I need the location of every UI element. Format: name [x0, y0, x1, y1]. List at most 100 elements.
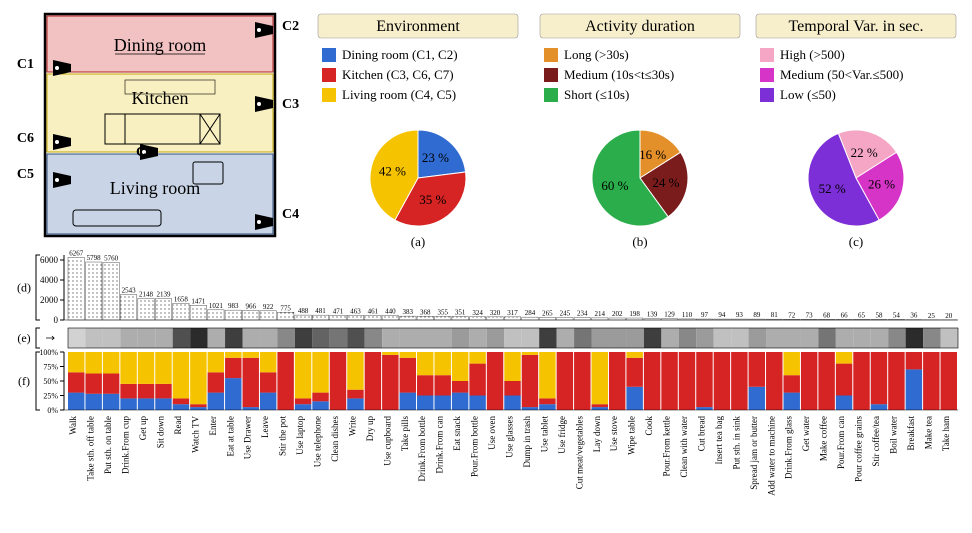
duration-cell [574, 328, 591, 348]
env-bar-segment [853, 352, 869, 410]
category-label: Cut meat/vegetables [574, 416, 584, 490]
env-bar-segment [487, 352, 503, 410]
env-bar-segment [783, 393, 799, 410]
env-bar-segment [260, 372, 276, 392]
env-bar-segment [68, 393, 84, 410]
duration-cell [801, 328, 818, 348]
duration-cell [277, 328, 294, 348]
count-bar-value: 129 [664, 311, 675, 319]
env-bar-segment [941, 352, 957, 410]
count-bar-value: 68 [823, 311, 831, 319]
count-bar [208, 310, 224, 320]
category-label: Use stove [609, 416, 619, 451]
env-bar-segment [312, 401, 328, 410]
duration-cell [208, 328, 225, 348]
count-bar [487, 317, 503, 320]
count-bar [103, 262, 119, 320]
category-label: Drink.From cup [121, 416, 131, 474]
count-bar [173, 303, 189, 320]
category-label: Walk [68, 416, 78, 435]
duration-cell [295, 328, 312, 348]
duration-cell [417, 328, 434, 348]
env-bar-segment [557, 352, 573, 410]
category-label: Drink.From bottle [417, 416, 427, 482]
env-bar-segment [766, 352, 782, 410]
env-bar-segment [522, 352, 538, 355]
count-bar-value: 58 [875, 311, 883, 319]
count-bar-value: 81 [771, 311, 779, 319]
cam-c4: C4 [282, 207, 299, 222]
count-bar-value: 317 [507, 309, 518, 317]
category-label: Put sth. in sink [731, 416, 741, 470]
living-label: Living room [110, 178, 201, 198]
env-bar-segment [68, 352, 84, 372]
env-bar-segment [225, 352, 241, 358]
bottom-chart: 0200040006000(d)(e)(f)100%75%50%25%0%626… [17, 249, 958, 495]
legend-item-label: High (>500) [780, 47, 845, 62]
env-bar-segment [871, 404, 887, 410]
category-label: Read [173, 416, 183, 435]
count-bar-value: 65 [858, 311, 866, 319]
env-bar-segment [208, 393, 224, 410]
count-bar-value: 2139 [156, 291, 171, 299]
count-bar [609, 318, 625, 320]
category-label: Breakfast [906, 416, 916, 451]
pie-caption: (a) [411, 234, 425, 249]
category-label: Add water to machine [766, 416, 776, 496]
category-label: Pour.From can [836, 416, 846, 469]
duration-cell [469, 328, 486, 348]
duration-cell [696, 328, 713, 348]
count-bar-value: 214 [595, 310, 606, 318]
kitchen-label: Kitchen [132, 88, 189, 108]
duration-cell [941, 328, 958, 348]
count-bar [243, 310, 259, 320]
category-label: Pour.From kettle [662, 416, 672, 477]
count-bar-value: 54 [893, 311, 901, 319]
env-bar-segment [295, 352, 311, 398]
legend-swatch [760, 48, 774, 62]
count-bar [225, 310, 241, 320]
env-bar-segment [539, 352, 555, 398]
category-label: Drink.From can [435, 416, 445, 474]
count-bar-value: 5798 [87, 254, 102, 262]
count-bar-value: 481 [315, 307, 326, 315]
env-bar-segment [626, 352, 642, 358]
category-label: Spread jam or butter [749, 416, 759, 490]
duration-cell [225, 328, 242, 348]
env-bar-segment [243, 352, 259, 358]
count-bar [400, 316, 416, 320]
category-label: Use laptop [295, 416, 305, 455]
env-bar-segment [696, 407, 712, 410]
env-bar-segment [888, 352, 904, 410]
row-label: (d) [17, 281, 31, 295]
env-bar-segment [190, 352, 206, 404]
duration-cell [644, 328, 661, 348]
count-bar [504, 317, 520, 320]
env-bar-segment [120, 398, 136, 410]
env-bar-segment [574, 352, 590, 410]
env-bar-segment [312, 393, 328, 402]
env-bar-segment [208, 352, 224, 372]
count-bar-value: 5760 [104, 254, 119, 262]
duration-cell [382, 328, 399, 348]
count-bar-value: 93 [736, 311, 744, 319]
cam-c7: C7 [136, 145, 153, 160]
row-label: (f) [18, 374, 30, 388]
legend-title: Environment [376, 18, 460, 35]
count-bar [434, 316, 450, 320]
d-axis-tick: 6000 [40, 255, 59, 265]
duration-cell [400, 328, 417, 348]
duration-cell [836, 328, 853, 348]
pie-slice-label: 60 % [601, 178, 628, 193]
env-bar-segment [225, 358, 241, 378]
legend-item-label: Low (≤50) [780, 87, 836, 102]
category-label: Use tablet [539, 416, 549, 453]
dining-label: Dining room [114, 35, 207, 55]
env-bar-segment [347, 352, 363, 390]
count-bar-value: 922 [263, 303, 274, 311]
count-bar [539, 317, 555, 320]
env-bar-segment [277, 352, 293, 410]
category-label: Put sth. on table [103, 416, 113, 474]
category-label: Take sth. off table [86, 416, 96, 481]
env-bar-segment [661, 352, 677, 410]
